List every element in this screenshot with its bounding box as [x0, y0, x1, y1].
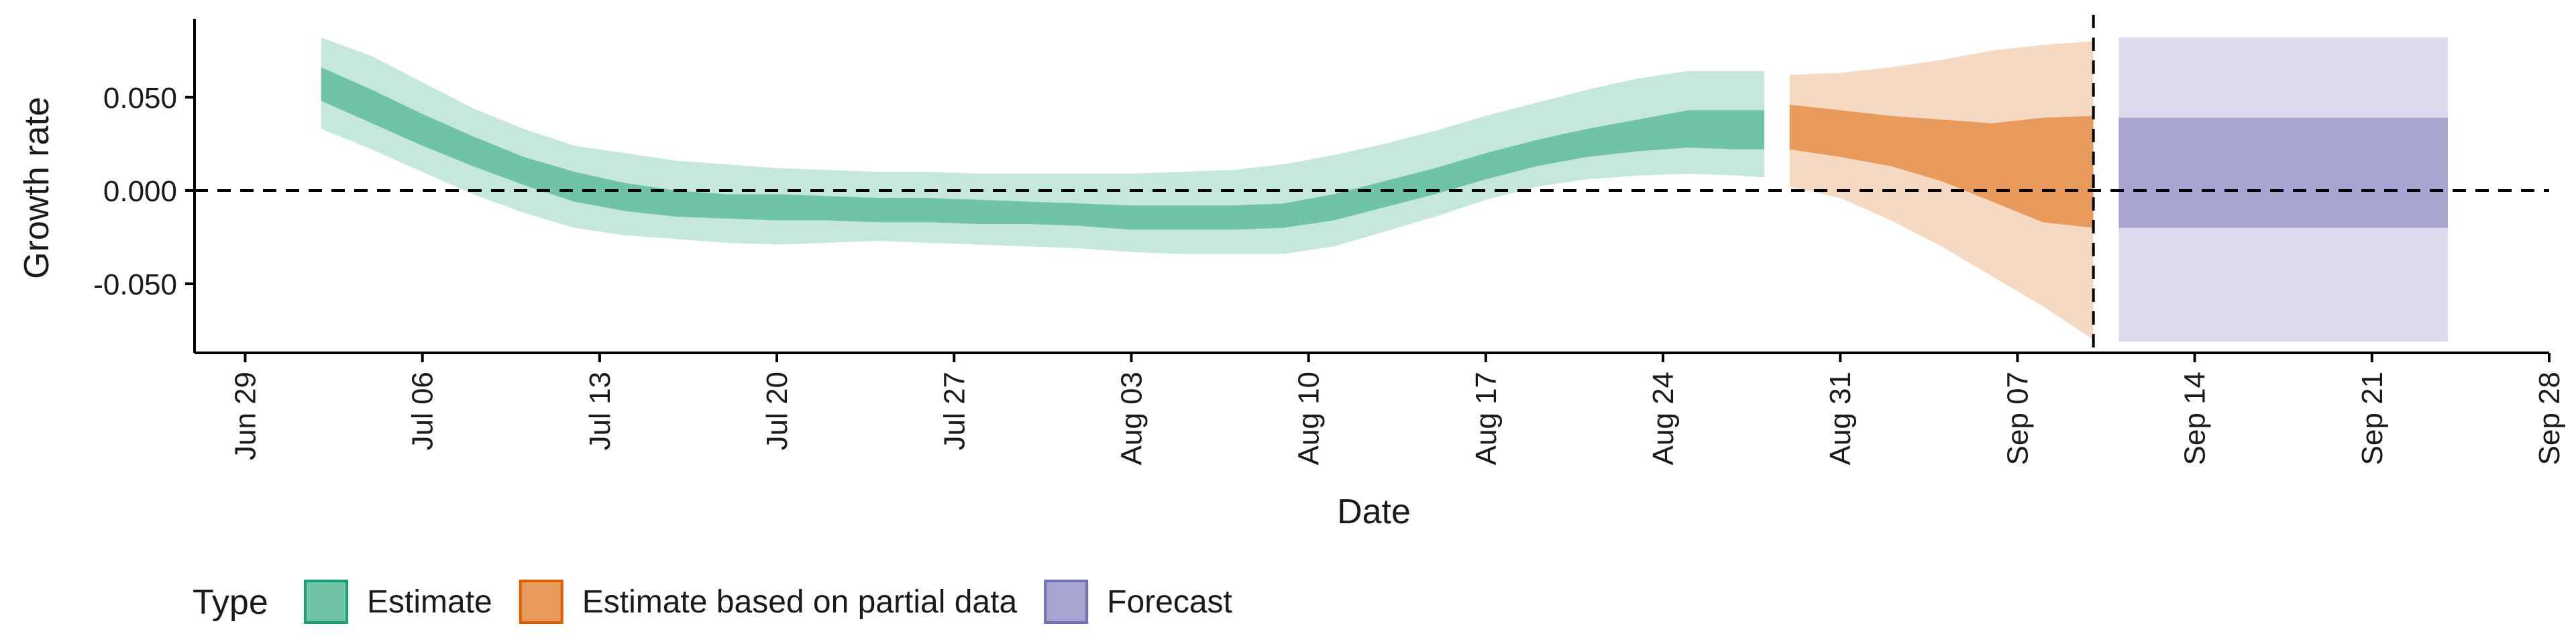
legend-label-forecast: Forecast: [1107, 584, 1232, 620]
legend-swatch-forecast: [1044, 580, 1089, 624]
x-axis-title: Date: [1337, 492, 1411, 531]
legend-swatch-estimate: [304, 580, 348, 624]
legend-title: Type: [193, 583, 268, 622]
forecast-band-50: [2118, 117, 2448, 228]
bands-layer: [321, 37, 2448, 342]
x-tick-label: Jul 06: [407, 372, 439, 450]
x-tick-label: Jun 29: [229, 372, 262, 460]
y-axis-title: Growth rate: [17, 97, 56, 279]
x-tick-label: Sep 21: [2356, 372, 2389, 465]
x-tick-label: Aug 17: [1470, 372, 1503, 465]
x-tick-label: Sep 28: [2533, 372, 2566, 465]
y-tick-label: -0.050: [93, 268, 177, 301]
y-ticks: 0.050 0.000 -0.050: [93, 82, 195, 301]
y-tick-label: 0.050: [103, 82, 177, 115]
legend-swatch-estimate-based-on-partial-data: [519, 580, 564, 624]
y-tick-label: 0.000: [103, 175, 177, 208]
estimate-based-on-partial-data-band-50: [1789, 105, 2094, 228]
x-tick-label: Sep 14: [2179, 372, 2212, 465]
x-tick-label: Aug 31: [1824, 372, 1857, 465]
x-tick-label: Jul 27: [938, 372, 971, 450]
x-tick-label: Aug 24: [1647, 372, 1680, 465]
x-tick-label: Jul 13: [584, 372, 616, 450]
axes: [193, 19, 2549, 354]
x-ticks: Jun 29 Jul 06 Jul 13 Jul 20 Jul 27 Aug 03 Aug …: [229, 353, 2566, 465]
legend-label-estimate-based-on-partial-data: Estimate based on partial data: [582, 584, 1018, 620]
legend-label-estimate: Estimate: [367, 584, 492, 620]
x-tick-label: Aug 03: [1116, 372, 1148, 465]
legend: Type Estimate Estimate based on partial d…: [193, 580, 1232, 624]
x-tick-label: Sep 07: [2001, 372, 2034, 465]
reference-lines: [195, 15, 2549, 353]
x-tick-label: Aug 10: [1293, 372, 1326, 465]
x-tick-label: Jul 20: [761, 372, 794, 450]
estimate-band-50: [321, 67, 1765, 230]
